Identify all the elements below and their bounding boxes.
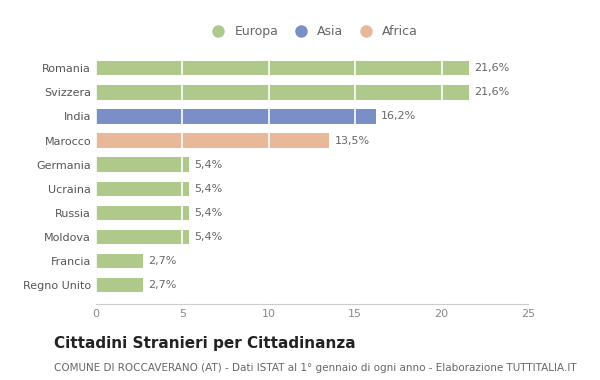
- Bar: [96, 85, 469, 100]
- Text: 5,4%: 5,4%: [194, 208, 223, 218]
- Text: 16,2%: 16,2%: [381, 111, 416, 122]
- Text: 2,7%: 2,7%: [148, 280, 176, 290]
- Bar: [96, 133, 329, 148]
- Bar: [96, 254, 143, 268]
- Text: 21,6%: 21,6%: [475, 87, 509, 97]
- Bar: [96, 182, 190, 196]
- Bar: [96, 206, 190, 220]
- Text: 5,4%: 5,4%: [194, 160, 223, 169]
- Text: 21,6%: 21,6%: [475, 63, 509, 73]
- Bar: [96, 61, 469, 76]
- Text: Cittadini Stranieri per Cittadinanza: Cittadini Stranieri per Cittadinanza: [54, 336, 356, 351]
- Bar: [96, 157, 190, 172]
- Text: 13,5%: 13,5%: [334, 136, 370, 146]
- Text: COMUNE DI ROCCAVERANO (AT) - Dati ISTAT al 1° gennaio di ogni anno - Elaborazion: COMUNE DI ROCCAVERANO (AT) - Dati ISTAT …: [54, 363, 577, 373]
- Bar: [96, 230, 190, 244]
- Text: 5,4%: 5,4%: [194, 184, 223, 194]
- Legend: Europa, Asia, Africa: Europa, Asia, Africa: [203, 22, 421, 41]
- Bar: [96, 278, 143, 293]
- Bar: [96, 109, 376, 124]
- Text: 5,4%: 5,4%: [194, 232, 223, 242]
- Text: 2,7%: 2,7%: [148, 256, 176, 266]
